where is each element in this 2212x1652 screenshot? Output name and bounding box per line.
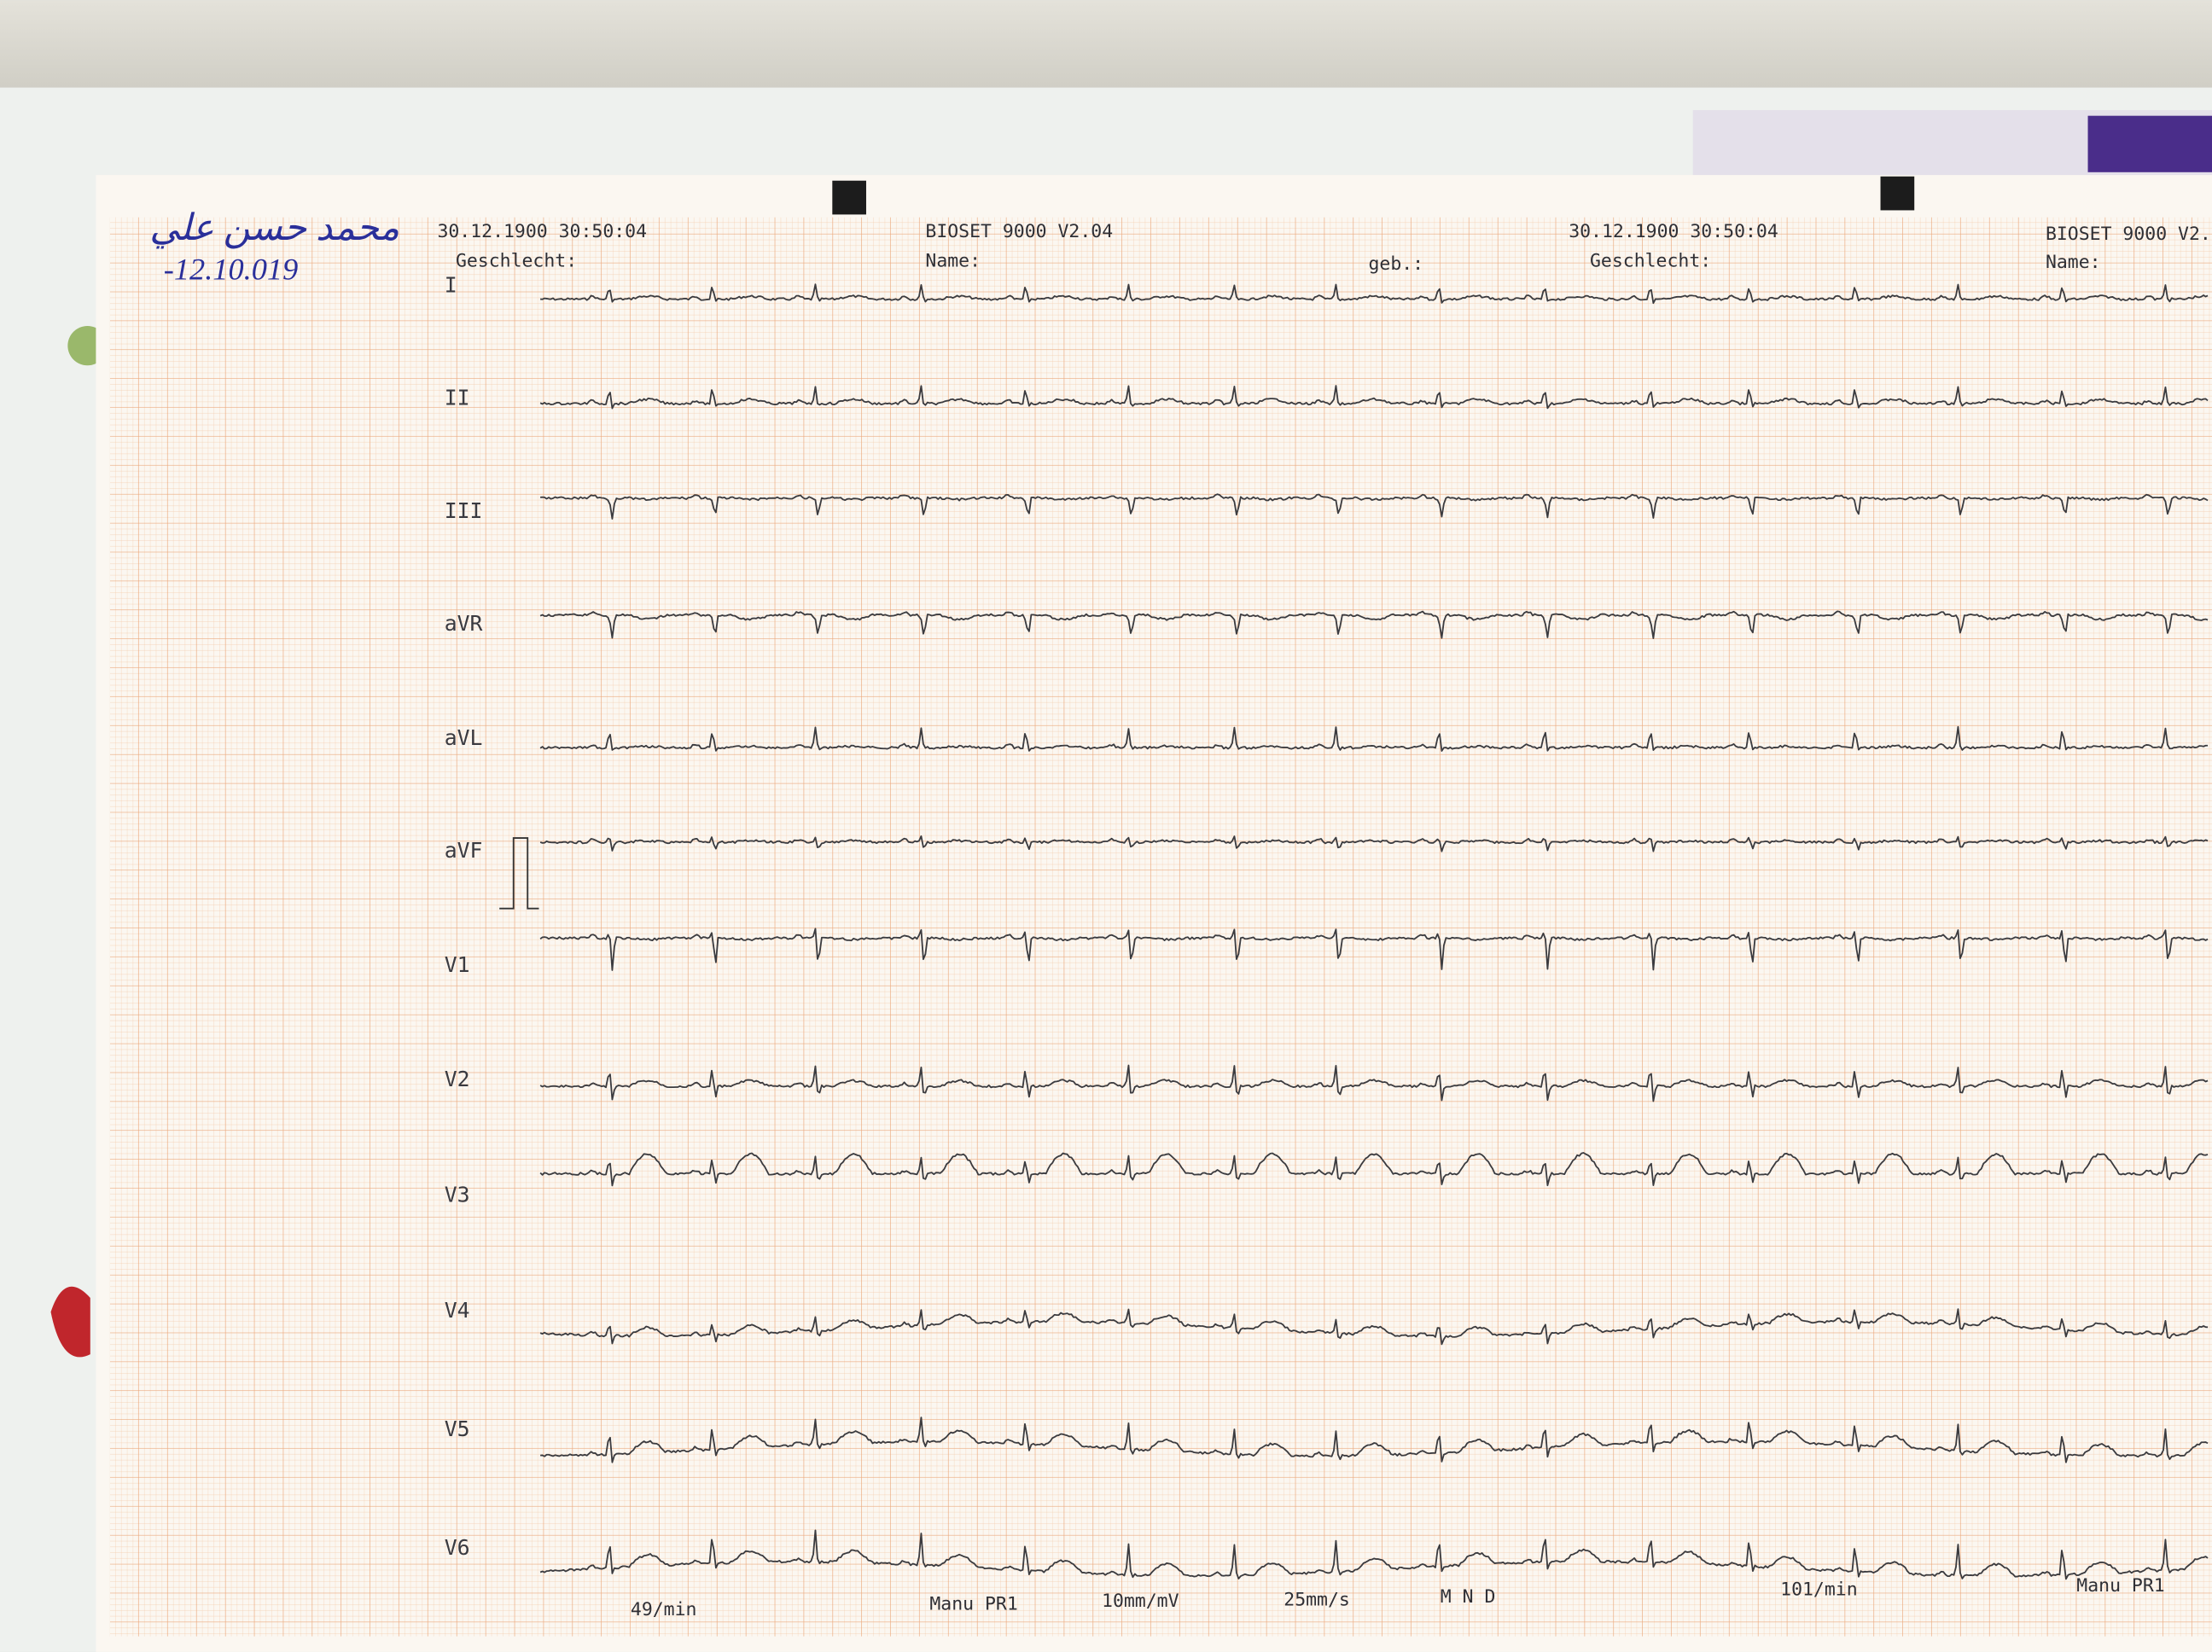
footer-text: 25mm/s [1284, 1589, 1350, 1610]
lead-label: V4 [445, 1298, 470, 1323]
folder-tab [2087, 115, 2212, 172]
lead-label: I [445, 272, 457, 297]
footer-text: M N D [1441, 1586, 1496, 1608]
lead-label: V1 [445, 952, 470, 977]
lead-label: aVF [445, 838, 483, 863]
ecg-trace [539, 928, 2209, 971]
lead-label: aVL [445, 725, 483, 750]
device: BIOSET 9000 V2.04 [925, 221, 1113, 242]
timestamp: 30.12.1900 30:50:04 [1569, 221, 1778, 242]
lead-label: II [445, 386, 470, 410]
handwritten-name: محمد حسن علي [149, 208, 399, 249]
lead-label: aVR [445, 611, 483, 636]
label: geb.: [1368, 253, 1423, 275]
ecg-trace [539, 1152, 2209, 1187]
ecg-trace [540, 493, 2209, 520]
desk [0, 0, 2212, 94]
label: Name: [925, 251, 981, 272]
lead-label: V2 [445, 1067, 470, 1091]
ecg-trace [539, 385, 2209, 410]
marker [1880, 176, 1915, 211]
marker [832, 180, 866, 215]
ecg-trace [540, 1416, 2209, 1463]
ecg-trace [539, 725, 2209, 752]
footer-text: 49/min [631, 1599, 697, 1620]
ecg-trace [540, 283, 2209, 305]
ecg-trace [539, 835, 2209, 852]
ecg-trace [539, 1529, 2209, 1580]
device: BIOSET 9000 V2. [2046, 224, 2211, 245]
ecg-trace [539, 1064, 2209, 1102]
ecg-trace [539, 1308, 2209, 1346]
handwritten-date: -12.10.019 [164, 252, 299, 286]
lead-label: V5 [445, 1416, 470, 1441]
footer-text: Manu PR1 [2076, 1575, 2164, 1597]
footer-text: Manu PR1 [929, 1593, 1017, 1614]
heart-logo [50, 1286, 90, 1358]
lead-label: V6 [445, 1535, 470, 1560]
timestamp: 30.12.1900 30:50:04 [437, 221, 647, 242]
lead-label: V3 [445, 1183, 470, 1207]
label: Geschlecht: [456, 251, 577, 272]
ecg-trace [539, 610, 2209, 639]
ecg-grid [109, 217, 2212, 1637]
footer-text: 101/min [1780, 1579, 1857, 1601]
footer-text: 10mm/mV [1102, 1591, 1179, 1612]
lead-label: III [445, 498, 483, 523]
label: Name: [2046, 252, 2101, 273]
calibration-pulse [499, 837, 539, 910]
label: Geschlecht: [1590, 251, 1711, 272]
